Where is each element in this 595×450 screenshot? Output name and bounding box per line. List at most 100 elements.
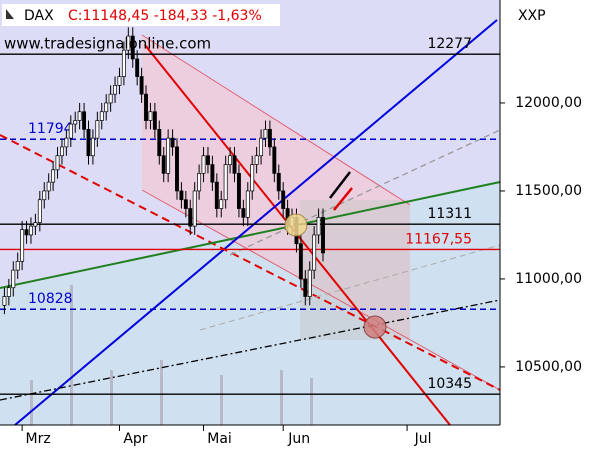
candle-body [86, 128, 91, 157]
marker-circle [363, 315, 387, 339]
candle-body [321, 216, 325, 254]
candle-body [90, 137, 95, 157]
candle-body [206, 155, 210, 165]
candle-body [259, 137, 264, 157]
candle-body [316, 216, 321, 236]
candle-body [121, 49, 126, 77]
candle-body [210, 164, 215, 183]
candle-body [197, 172, 202, 192]
candle-body [37, 199, 42, 223]
candle-body [144, 93, 148, 121]
candle-body [263, 128, 268, 139]
quote: C:11148,45 -184,33 -1,63% [68, 8, 262, 24]
header-box [2, 4, 280, 26]
candle-body [281, 190, 286, 209]
candle-body [223, 164, 228, 201]
candle-body [228, 155, 233, 165]
candle-body [183, 199, 188, 209]
candle-body [236, 172, 241, 209]
x-tick-label: Apr [123, 431, 147, 447]
x-tick-label: Jul [414, 431, 432, 447]
candle-body [55, 155, 60, 171]
level-label: 10345 [427, 376, 472, 392]
candle-body [108, 93, 113, 104]
candle-body [157, 128, 162, 157]
candle-body [201, 155, 206, 174]
candle-body [99, 111, 104, 121]
volume [30, 285, 313, 425]
channel-top [141, 34, 411, 206]
candle-body [188, 208, 193, 227]
candle-body [139, 76, 144, 95]
y-tick-label: 12000,00 [515, 95, 582, 111]
candle-body [6, 287, 11, 297]
level-label: 11311 [427, 206, 472, 222]
candle-body [73, 120, 78, 125]
candle-body [20, 229, 25, 262]
green-trend [0, 181, 501, 289]
candle-body [192, 190, 197, 227]
candle-body [104, 102, 109, 113]
candle-body [250, 164, 255, 192]
candle-body [179, 190, 184, 201]
channel-bottom [141, 189, 501, 391]
candle-body [254, 155, 259, 165]
x-axis-area [0, 425, 500, 450]
candle-body [59, 146, 64, 157]
candle-body [24, 229, 29, 236]
x-tick-label: Mai [207, 431, 232, 447]
candle-body [152, 111, 157, 130]
candle-body [46, 181, 51, 192]
candle-body [130, 35, 135, 60]
candle-body [241, 208, 246, 218]
candle-body [170, 137, 175, 148]
arrow [333, 187, 353, 211]
level-label: 11167,55 [405, 231, 472, 247]
y-tick-label: 11500,00 [515, 183, 582, 199]
candle-body [2, 296, 7, 306]
candle-body [303, 278, 308, 297]
candle-body [77, 111, 82, 121]
level-label: 10828 [28, 291, 73, 307]
candle-body [175, 146, 179, 192]
y-tick-label: 10500,00 [515, 359, 582, 375]
blue-trend [14, 19, 498, 426]
arrow [329, 171, 351, 199]
candle-body [267, 128, 272, 148]
x-tick-label: Mrz [26, 431, 51, 447]
candle-body [307, 269, 312, 297]
candle-body [312, 234, 317, 271]
watermark: www.tradesignalonline.com [4, 35, 211, 53]
candle-body [82, 111, 87, 130]
candle-body [29, 225, 33, 236]
candle-body [161, 155, 166, 174]
gray-trend [199, 244, 501, 331]
candle-body [64, 137, 69, 148]
x-tick-label: Jun [287, 431, 310, 447]
candle-body [95, 120, 100, 139]
candle-body [148, 111, 153, 121]
candle-body [113, 85, 117, 95]
candle-body [117, 76, 122, 86]
candle-body [245, 190, 250, 218]
level-label: 12277 [427, 36, 472, 52]
y-axis-area [500, 0, 595, 450]
candle-body [42, 190, 47, 201]
candle-body [214, 181, 219, 209]
level-label: 11794 [28, 121, 73, 137]
candle-body [272, 146, 277, 174]
candle-body [15, 260, 20, 271]
marker-circle [284, 213, 308, 237]
icon [6, 9, 14, 19]
candle-body [11, 269, 16, 289]
corner-label: XXP [518, 8, 546, 24]
candle-body [276, 172, 281, 192]
candle-body [219, 199, 224, 209]
y-tick-label: 11000,00 [515, 271, 582, 287]
candle-body [126, 35, 131, 51]
red-dashed-trend [0, 134, 501, 391]
candle-body [232, 155, 237, 174]
candle-body [68, 123, 73, 139]
dashdot-trend [0, 299, 501, 401]
